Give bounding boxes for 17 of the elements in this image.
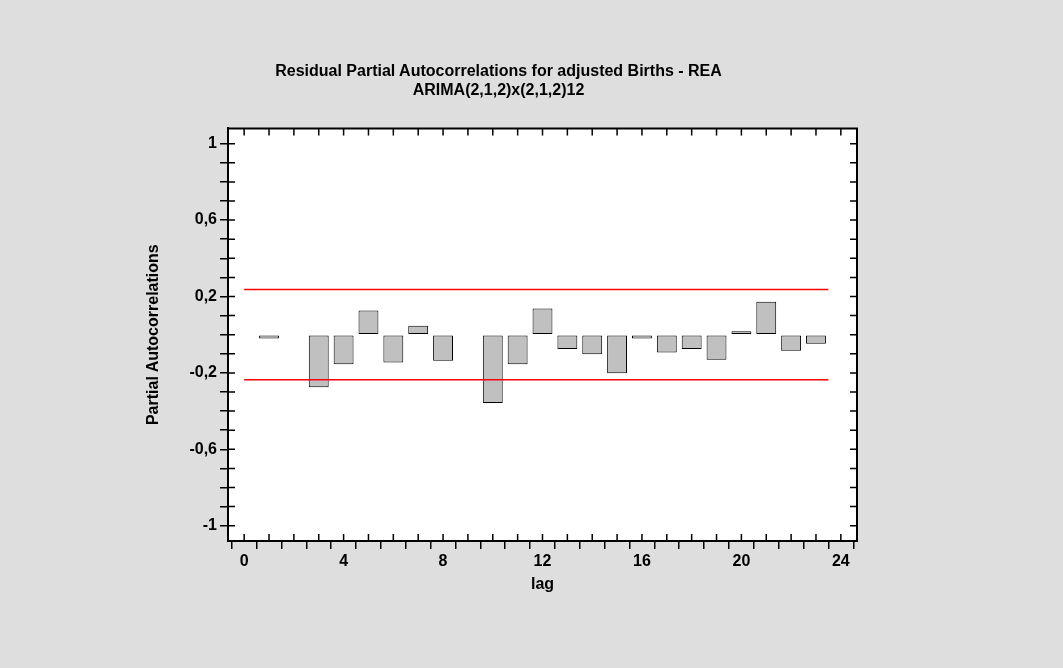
x-tick-label: 8 xyxy=(438,552,448,570)
x-tick-label: 4 xyxy=(339,552,349,570)
y-tick-label: 0,6 xyxy=(194,210,218,228)
x-tick-label: 20 xyxy=(732,552,751,570)
x-tick-label: 0 xyxy=(239,552,249,570)
y-tick-label: -1 xyxy=(202,516,218,534)
x-tick-label: 24 xyxy=(831,552,850,570)
y-tick-label: 0,2 xyxy=(194,286,218,304)
chart-title: Residual Partial Autocorrelations for adjusted Births - REA xyxy=(275,62,723,80)
y-tick-label: -0,2 xyxy=(189,363,218,381)
x-tick-label: 16 xyxy=(633,552,651,570)
chart-subtitle: ARIMA(2,1,2)x(2,1,2)12 xyxy=(412,81,585,99)
y-tick-label: 1 xyxy=(208,134,218,152)
x-axis-title: lag xyxy=(530,574,555,592)
y-tick-label: -0,6 xyxy=(189,439,218,457)
y-axis-title: Partial Autocorrelations xyxy=(144,244,162,426)
x-tick-label: 12 xyxy=(533,552,552,570)
